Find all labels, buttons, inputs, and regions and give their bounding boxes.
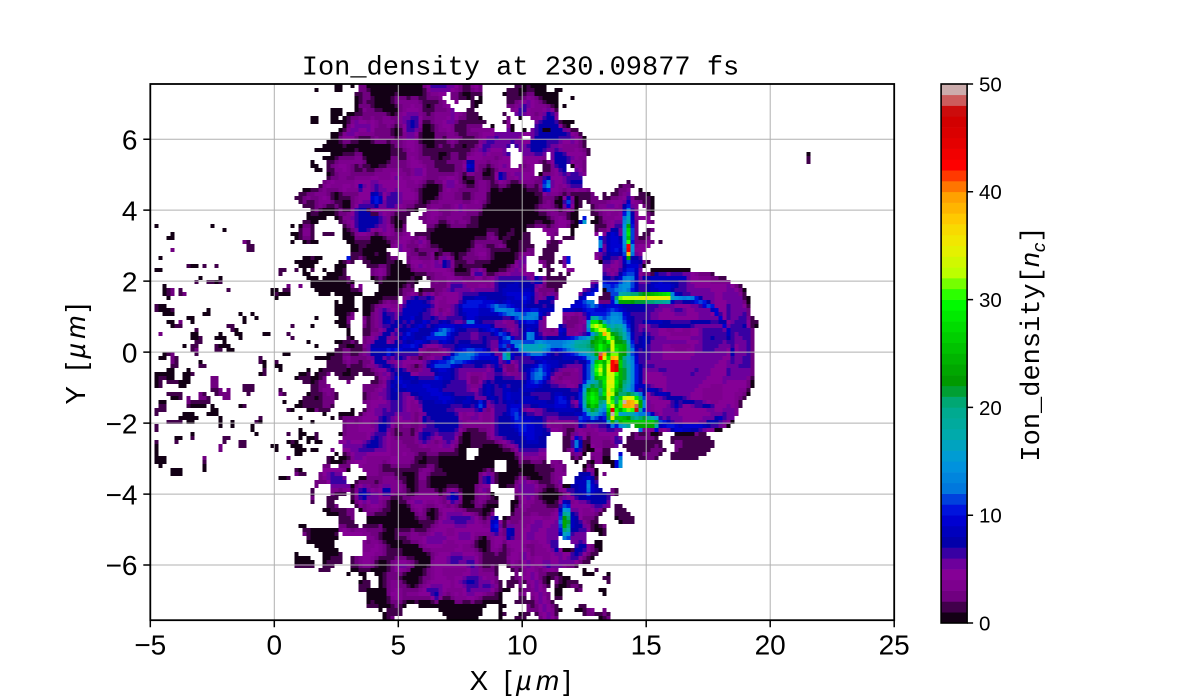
svg-text:4: 4 (122, 195, 138, 226)
svg-text:0: 0 (267, 630, 283, 661)
svg-text:10: 10 (507, 630, 538, 661)
svg-text:2: 2 (122, 266, 138, 297)
svg-text:20: 20 (755, 630, 786, 661)
svg-text:40: 40 (979, 181, 1002, 204)
svg-text:0: 0 (979, 612, 990, 635)
svg-text:20: 20 (979, 397, 1002, 420)
svg-text:Ion_density at 230.09877 fs: Ion_density at 230.09877 fs (302, 53, 739, 83)
svg-text:−4: −4 (106, 479, 138, 510)
svg-text:X [µm]: X [µm] (469, 665, 574, 696)
svg-text:−2: −2 (106, 408, 138, 439)
svg-text:10: 10 (979, 505, 1002, 528)
svg-text:0: 0 (122, 337, 138, 368)
svg-text:30: 30 (979, 289, 1002, 312)
svg-text:5: 5 (391, 630, 407, 661)
svg-text:25: 25 (879, 630, 910, 661)
svg-text:Y [µm]: Y [µm] (60, 300, 91, 405)
svg-text:−6: −6 (106, 550, 138, 581)
svg-text:6: 6 (122, 124, 138, 155)
svg-text:Ion_density[nc]: Ion_density[nc] (1015, 226, 1050, 461)
svg-text:−5: −5 (134, 630, 166, 661)
svg-text:50: 50 (979, 73, 1002, 96)
svg-text:15: 15 (631, 630, 662, 661)
